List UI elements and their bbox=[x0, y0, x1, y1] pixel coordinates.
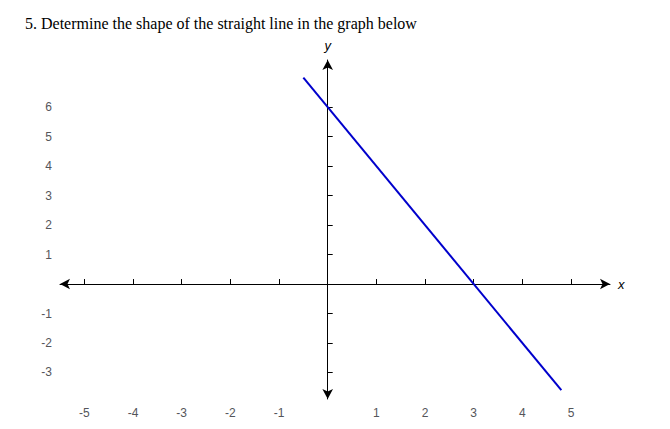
svg-text:-5: -5 bbox=[79, 406, 90, 420]
svg-text:6: 6 bbox=[45, 100, 52, 114]
svg-text:2: 2 bbox=[45, 218, 52, 232]
svg-text:5: 5 bbox=[568, 406, 575, 420]
svg-text:2: 2 bbox=[422, 406, 429, 420]
svg-text:1: 1 bbox=[373, 406, 380, 420]
svg-text:-1: -1 bbox=[41, 307, 52, 321]
svg-text:5: 5 bbox=[45, 130, 52, 144]
svg-text:y: y bbox=[323, 38, 332, 53]
svg-text:-1: -1 bbox=[274, 406, 285, 420]
svg-text:4: 4 bbox=[519, 406, 526, 420]
svg-text:-3: -3 bbox=[41, 365, 52, 379]
svg-text:-2: -2 bbox=[41, 336, 52, 350]
svg-text:3: 3 bbox=[470, 406, 477, 420]
svg-text:5. Determine the shape of the: 5. Determine the shape of the straight l… bbox=[25, 15, 417, 33]
svg-text:4: 4 bbox=[45, 159, 52, 173]
svg-text:-2: -2 bbox=[225, 406, 236, 420]
svg-text:3: 3 bbox=[45, 189, 52, 203]
svg-text:-3: -3 bbox=[176, 406, 187, 420]
svg-text:1: 1 bbox=[45, 248, 52, 262]
svg-text:x: x bbox=[617, 277, 625, 292]
svg-text:-4: -4 bbox=[128, 406, 139, 420]
